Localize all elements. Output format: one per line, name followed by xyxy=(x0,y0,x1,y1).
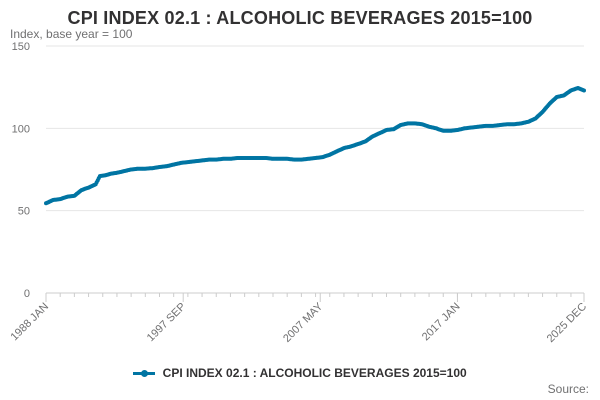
y-tick-label: 100 xyxy=(12,123,30,135)
x-tick-label: 1997 SEP xyxy=(145,301,189,345)
y-axis-subtitle: Index, base year = 100 xyxy=(10,27,133,41)
legend-series-label[interactable]: CPI INDEX 02.1 : ALCOHOLIC BEVERAGES 201… xyxy=(162,366,467,380)
x-tick-label: 2025 DEC xyxy=(545,301,589,345)
legend[interactable]: CPI INDEX 02.1 : ALCOHOLIC BEVERAGES 201… xyxy=(0,366,600,380)
x-tick-label: 2017 JAN xyxy=(420,301,463,344)
chart-title: CPI INDEX 02.1 : ALCOHOLIC BEVERAGES 201… xyxy=(67,8,533,28)
series-point[interactable] xyxy=(582,88,586,93)
x-tick-label: 1988 JAN xyxy=(8,301,51,344)
y-axis: 0 50 100 150 xyxy=(12,41,30,300)
x-axis: 1988 JAN 1997 SEP 2007 MAY 2017 JAN 2025 DEC xyxy=(8,292,589,345)
grid-layer xyxy=(46,45,584,212)
y-tick-label: 150 xyxy=(12,41,30,53)
legend-swatch xyxy=(133,370,156,378)
series-line[interactable] xyxy=(45,87,585,205)
y-tick-label: 0 xyxy=(24,288,30,300)
y-tick-label: 50 xyxy=(18,206,30,218)
series-layer[interactable] xyxy=(44,86,586,206)
source-label: Source: xyxy=(547,382,589,396)
x-tick-label: 2007 MAY xyxy=(281,300,326,345)
